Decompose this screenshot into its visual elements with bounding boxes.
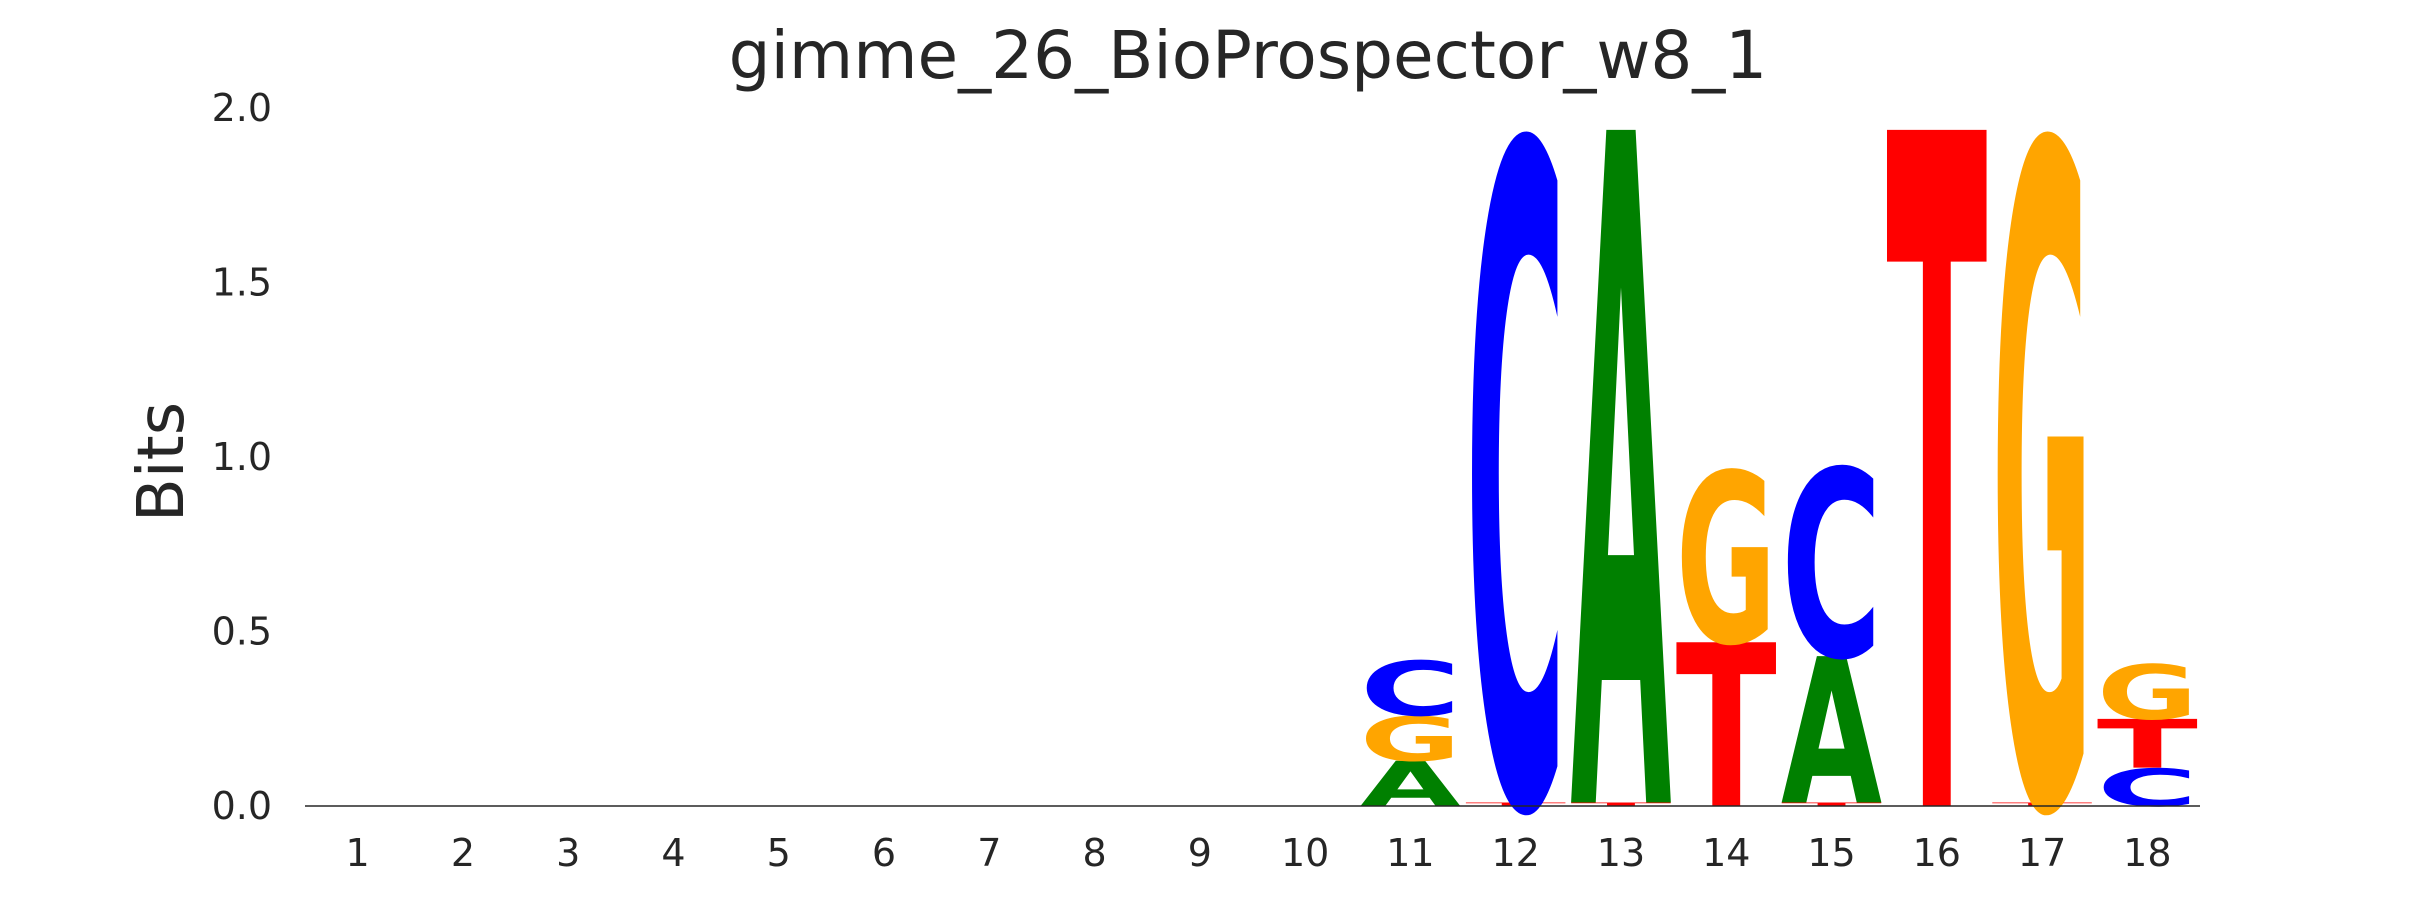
- x-tick-label: 15: [1807, 831, 1855, 875]
- logo-letter-c: C: [1360, 646, 1461, 733]
- x-tick-label: 10: [1281, 831, 1329, 875]
- x-tick-label: 11: [1386, 831, 1434, 875]
- logo-letter-t: T: [2097, 706, 2198, 784]
- y-tick-label: 0.0: [212, 784, 272, 828]
- x-tick-label: 12: [1492, 831, 1540, 875]
- x-tick-label: 14: [1702, 831, 1750, 875]
- x-tick-label: 16: [1913, 831, 1961, 875]
- logo-letter-t: T: [1886, 0, 1988, 900]
- y-tick-label: 2.0: [212, 86, 272, 130]
- logo-letter-a: A: [1781, 616, 1882, 850]
- logo-letter-c: C: [2097, 758, 2198, 818]
- logo-letter-a: A: [1570, 0, 1672, 900]
- logo-letter-t: T: [1570, 802, 1671, 808]
- y-tick-label: 1.0: [212, 435, 272, 479]
- y-tick-label: 0.5: [212, 610, 272, 654]
- chart-title: gimme_26_BioProspector_w8_1: [729, 17, 1768, 94]
- y-axis-label: Bits: [125, 402, 199, 522]
- logo-letter-c: C: [1781, 416, 1882, 717]
- x-tick-label: 17: [2018, 831, 2066, 875]
- x-tick-label: 18: [2123, 831, 2171, 875]
- logo-letter-t: T: [1465, 802, 1566, 808]
- x-tick-label: 6: [872, 831, 896, 875]
- x-tick-label: 7: [977, 831, 1001, 875]
- y-axis-ticks: 0.0 0.5 1.0 1.5 2.0: [212, 86, 272, 828]
- logo-letter-t: T: [1992, 802, 2093, 808]
- x-tick-label: 13: [1597, 831, 1645, 875]
- logo-letter-t: T: [1781, 802, 1882, 808]
- x-tick-label: 4: [661, 831, 685, 875]
- logo-letter-c: C: [1465, 0, 1566, 900]
- logo-letter-g: G: [2097, 650, 2198, 738]
- y-tick-label: 1.5: [212, 261, 272, 305]
- logo-letter-g: G: [1992, 0, 2093, 900]
- logo-letter-a: A: [1360, 749, 1461, 821]
- logo-letter-g: G: [1676, 425, 1777, 698]
- x-tick-label: 9: [1188, 831, 1212, 875]
- x-tick-label: 5: [767, 831, 791, 875]
- logo-letter-g: G: [1360, 704, 1461, 775]
- x-tick-label: 1: [346, 831, 370, 875]
- x-axis-ticks: 1 2 3 4 5 6 7 8 9 10 11 12 13 14 15 16 17 18: [346, 831, 2172, 875]
- x-tick-label: 3: [556, 831, 580, 875]
- logo-letter-t: T: [1676, 597, 1777, 859]
- x-tick-label: 8: [1082, 831, 1106, 875]
- x-tick-label: 2: [451, 831, 475, 875]
